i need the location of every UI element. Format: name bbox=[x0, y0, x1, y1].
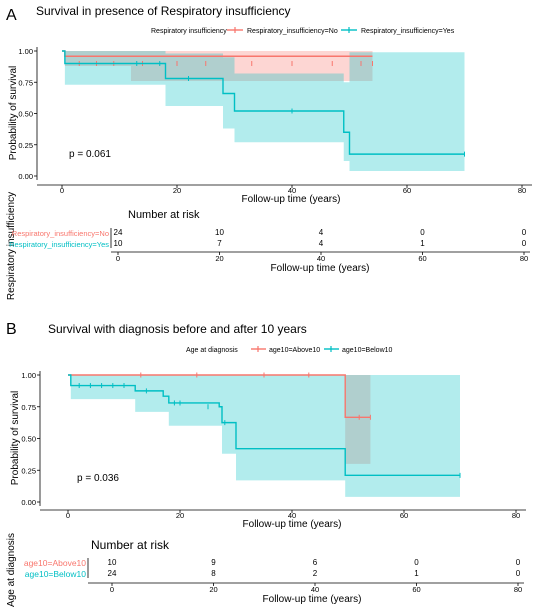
panel-a-x-tick-label: 80 bbox=[518, 186, 526, 195]
panel-a-risk-ylabel: Respiratory insufficiency bbox=[6, 192, 17, 300]
panel-a-y-tick-label: 0.50 bbox=[18, 110, 33, 119]
panel-a-risk-count: 10 bbox=[215, 228, 224, 237]
panel-a-risk-count: 1 bbox=[420, 239, 425, 248]
panel-a-risk-count: 0 bbox=[420, 228, 425, 237]
panel-a-legend-label-no: Respiratory_insufficiency=No bbox=[247, 28, 338, 35]
panel-b-legend: Age at diagnosis age10=Above10 age10=Bel… bbox=[186, 346, 393, 354]
panel-a-title: Survival in presence of Respiratory insu… bbox=[36, 4, 291, 18]
panel-a-risk-xlabel: Follow-up time (years) bbox=[271, 263, 370, 274]
panel-a-ylabel: Probability of survival bbox=[8, 66, 19, 160]
panel-a-legend-label-yes: Respiratory_insufficiency=Yes bbox=[361, 28, 455, 35]
panel-b-x-tick-label: 20 bbox=[176, 511, 184, 520]
panel-b-legend-title: Age at diagnosis bbox=[186, 347, 238, 354]
panel-b-risk-label-above: age10=Above10 bbox=[24, 558, 86, 568]
panel-a-risk-count: 4 bbox=[319, 239, 324, 248]
panel-b-ylabel: Probability of survival bbox=[10, 391, 21, 485]
panel-b-survival-curve-0 bbox=[68, 374, 371, 418]
panel-b-ci-band-1 bbox=[68, 375, 460, 497]
panel-b-xlabel: Follow-up time (years) bbox=[243, 519, 342, 530]
panel-a-legend-title: Respiratory insufficiency bbox=[151, 28, 227, 35]
panel-b-y-tick-label: 0.50 bbox=[21, 435, 36, 444]
panel-a-risk-count: 10 bbox=[114, 239, 123, 248]
panel-a-risk-x-tick-label: 0 bbox=[116, 254, 120, 263]
panel-a-pvalue: p = 0.061 bbox=[69, 149, 111, 160]
panel-a-risk-table: 24 10 4 0 010 7 4 1 00 20 40 60 80 bbox=[110, 228, 530, 263]
panel-b-risk-count: 0 bbox=[516, 569, 521, 578]
panel-b-x-tick-label: 40 bbox=[288, 511, 296, 520]
panel-a-risk-count: 0 bbox=[522, 228, 527, 237]
panel-a-y-tick-label: 0.00 bbox=[18, 172, 33, 181]
panel-b-risk-x-tick-label: 80 bbox=[514, 585, 522, 594]
panel-a-risk-count: 7 bbox=[217, 239, 222, 248]
panel-a-ci-band-0 bbox=[62, 51, 373, 81]
panel-a-letter: A bbox=[6, 7, 17, 24]
panel-b-risk-x-tick-label: 20 bbox=[209, 585, 217, 594]
panel-b-risk-count: 0 bbox=[516, 558, 521, 567]
panel-a-y-tick-label: 1.00 bbox=[18, 47, 33, 56]
panel-b-risk-count: 8 bbox=[211, 569, 216, 578]
panel-b-legend-label-below: age10=Below10 bbox=[342, 347, 393, 354]
panel-a-risk-x-tick-label: 40 bbox=[317, 254, 325, 263]
panel-b-x-tick-label: 80 bbox=[512, 511, 520, 520]
panel-b-y-tick-label: 0.00 bbox=[21, 498, 36, 507]
panel-a-survival-curve-1 bbox=[62, 50, 465, 155]
panel-a-y-tick-label: 0.75 bbox=[18, 78, 33, 87]
panel-a-risk-count: 4 bbox=[319, 228, 324, 237]
panel-a-legend: Respiratory insufficiency Respiratory_in… bbox=[151, 27, 455, 35]
panel-b-risk-count: 24 bbox=[108, 569, 117, 578]
panel-b-pvalue: p = 0.036 bbox=[77, 473, 119, 484]
panel-a-x-tick-label: 40 bbox=[288, 186, 296, 195]
panel-b-risk-x-tick-label: 60 bbox=[412, 585, 420, 594]
panel-b-risk-count: 6 bbox=[313, 558, 318, 567]
panel-a-risk-x-tick-label: 80 bbox=[520, 254, 528, 263]
panel-b-title: Survival with diagnosis before and after… bbox=[48, 322, 307, 336]
panel-b-y-tick-label: 1.00 bbox=[21, 371, 36, 380]
panel-b-risk-x-tick-label: 40 bbox=[311, 585, 319, 594]
panel-b-risk-table: 10 9 6 0 024 8 2 1 00 20 40 60 80 bbox=[87, 558, 524, 594]
panel-a-y-tick-label: 0.25 bbox=[18, 141, 33, 150]
panel-b-risk-count: 1 bbox=[414, 569, 419, 578]
panel-b-legend-label-above: age10=Above10 bbox=[269, 347, 320, 354]
panel-b-risk-count: 10 bbox=[108, 558, 117, 567]
panel-a-risk-count: 0 bbox=[522, 239, 527, 248]
panel-b-letter: B bbox=[6, 321, 17, 338]
panel-b-risk-x-tick-label: 0 bbox=[110, 585, 114, 594]
panel-b-risk-xlabel: Follow-up time (years) bbox=[263, 594, 362, 605]
panel-a-survival-plot: 0.00 0.25 0.50 0.75 1.00 0 20 40 60 80 bbox=[18, 47, 532, 195]
panel-a-x-tick-label: 20 bbox=[173, 186, 181, 195]
panel-a-risk-title: Number at risk bbox=[128, 209, 200, 221]
panel-b-x-tick-label: 0 bbox=[66, 511, 70, 520]
panel-b-y-tick-label: 0.25 bbox=[21, 466, 36, 475]
panel-a-risk-x-tick-label: 20 bbox=[215, 254, 223, 263]
panel-a-x-tick-label: 0 bbox=[60, 186, 64, 195]
panel-b-y-tick-label: 0.75 bbox=[21, 403, 36, 412]
panel-a-xlabel: Follow-up time (years) bbox=[242, 194, 341, 205]
panel-b-risk-label-below: age10=Below10 bbox=[25, 569, 86, 579]
panel-b-risk-ylabel: Age at diagnosis bbox=[6, 533, 17, 607]
panel-b-risk-count: 9 bbox=[211, 558, 216, 567]
panel-a-risk-label-no: Respiratory_insufficiency=No bbox=[12, 229, 109, 238]
panel-b-x-tick-label: 60 bbox=[400, 511, 408, 520]
panel-a-risk-x-tick-label: 60 bbox=[418, 254, 426, 263]
panel-b-survival-plot: 0.00 0.25 0.50 0.75 1.00 0 20 40 60 80 bbox=[21, 371, 526, 520]
panel-b-risk-title: Number at risk bbox=[91, 538, 170, 552]
panel-a-risk-label-yes: Respiratory_insufficiency=Yes bbox=[9, 240, 109, 249]
panel-a-risk-count: 24 bbox=[114, 228, 123, 237]
panel-b-risk-count: 0 bbox=[414, 558, 419, 567]
panel-a-x-tick-label: 60 bbox=[403, 186, 411, 195]
panel-b-risk-count: 2 bbox=[313, 569, 318, 578]
